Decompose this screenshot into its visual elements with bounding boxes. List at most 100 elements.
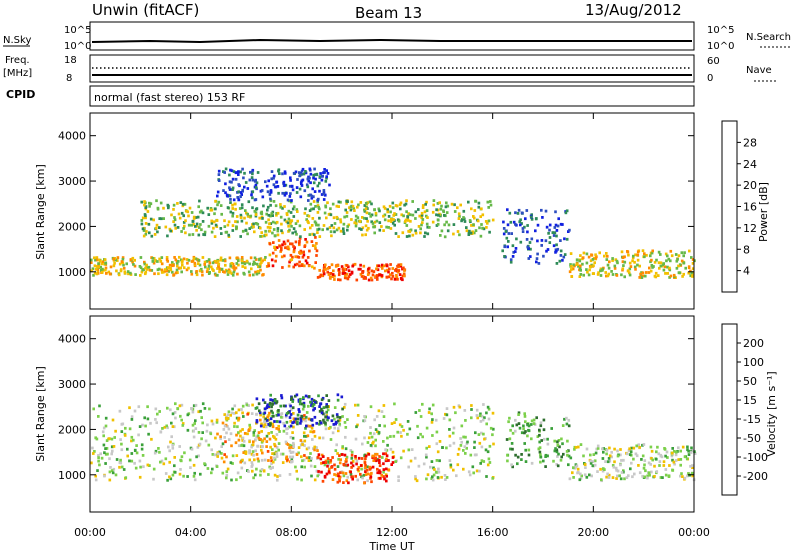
velocity-cell: [257, 436, 261, 440]
power-cell: [188, 206, 192, 210]
velocity-cell: [400, 425, 404, 428]
power-cell: [514, 211, 517, 215]
velocity-cell: [568, 477, 572, 481]
power-cell: [551, 231, 555, 234]
power-cell: [636, 263, 639, 267]
power-cell: [302, 253, 306, 257]
power-cell: [176, 264, 179, 268]
power-cell: [350, 200, 354, 204]
power-cell: [132, 263, 135, 266]
velocity-cell: [635, 454, 639, 458]
velocity-cell: [159, 460, 162, 464]
power-cell: [311, 244, 315, 247]
velocity-cell: [524, 420, 527, 424]
velocity-cell: [338, 476, 341, 480]
power-cell: [276, 185, 280, 188]
power-cell: [303, 228, 306, 231]
power-cell: [326, 227, 329, 231]
velocity-cell: [616, 454, 620, 458]
power-cell: [691, 267, 695, 271]
velocity-cell: [241, 404, 245, 408]
velocity-cell: [263, 401, 267, 404]
velocity-cell: [601, 469, 605, 473]
velocity-cell: [261, 445, 264, 449]
power-cell: [664, 252, 668, 256]
power-cell: [360, 275, 364, 278]
velocity-cell: [514, 418, 517, 422]
velocity-cell: [360, 467, 363, 471]
power-cell: [424, 202, 427, 206]
power-cell: [123, 270, 127, 274]
power-cell: [274, 185, 278, 189]
velocity-cell: [554, 447, 557, 450]
velocity-cell: [194, 403, 198, 407]
power-cell: [244, 209, 247, 212]
power-cell: [203, 260, 207, 264]
velocity-cell: [198, 442, 202, 446]
power-cell: [571, 267, 575, 271]
power-cell: [168, 263, 172, 267]
power-cell: [299, 195, 303, 199]
velocity-cell: [387, 468, 390, 472]
velocity-cell: [250, 452, 254, 456]
velocity-cell: [138, 425, 142, 428]
power-cell: [347, 223, 351, 227]
power-cell: [268, 253, 272, 257]
velocity-cell: [382, 475, 385, 478]
velocity-cell: [369, 431, 372, 435]
velocity-cell: [119, 461, 123, 465]
power-cell: [325, 169, 328, 173]
power-cell: [172, 220, 175, 223]
velocity-cell: [565, 422, 569, 426]
velocity-cell: [300, 455, 303, 459]
velocity-cell: [544, 465, 547, 468]
power-cell: [143, 262, 147, 266]
velocity-cell: [303, 444, 306, 447]
power-cell: [337, 273, 341, 277]
power-cell: [605, 274, 608, 278]
velocity-cell: [674, 459, 678, 462]
velocity-cell: [565, 416, 568, 420]
power-cell: [521, 230, 525, 233]
power-cell: [342, 227, 345, 231]
power-cell: [166, 234, 169, 238]
velocity-cell: [318, 420, 322, 423]
velocity-cell: [464, 452, 467, 455]
power-cell: [409, 228, 413, 232]
velocity-cell: [400, 434, 403, 438]
velocity-cell: [289, 443, 292, 447]
power-cell: [265, 265, 269, 268]
power-cell: [233, 268, 236, 272]
power-cell: [283, 205, 286, 208]
velocity-cell: [120, 448, 124, 452]
power-cell: [387, 275, 391, 279]
power-cell: [264, 220, 268, 224]
power-cell: [142, 234, 146, 238]
power-cell: [176, 202, 179, 205]
velocity-cell: [611, 476, 615, 479]
velocity-cell: [510, 442, 514, 445]
velocity-cell: [201, 431, 204, 434]
power-cell: [149, 217, 153, 221]
velocity-cell: [428, 407, 431, 411]
velocity-cell: [273, 442, 276, 446]
power-cell: [166, 259, 169, 263]
velocity-cell: [210, 448, 213, 452]
velocity-cell: [389, 447, 393, 451]
power-cell: [608, 260, 611, 264]
power-cell: [391, 271, 394, 275]
velocity-cell: [608, 459, 612, 463]
power-cell: [114, 258, 118, 262]
velocity-cell: [567, 454, 571, 458]
power-cell: [195, 270, 198, 273]
velocity-cell: [378, 458, 381, 462]
power-cell: [477, 201, 481, 205]
velocity-cell: [333, 417, 336, 421]
velocity-cell: [126, 447, 129, 451]
velocity-cell: [406, 432, 409, 436]
velocity-cell: [417, 464, 421, 468]
velocity-cell: [414, 475, 417, 478]
power-cell: [242, 271, 245, 275]
power-cell: [101, 271, 104, 274]
power-cell: [269, 189, 273, 192]
